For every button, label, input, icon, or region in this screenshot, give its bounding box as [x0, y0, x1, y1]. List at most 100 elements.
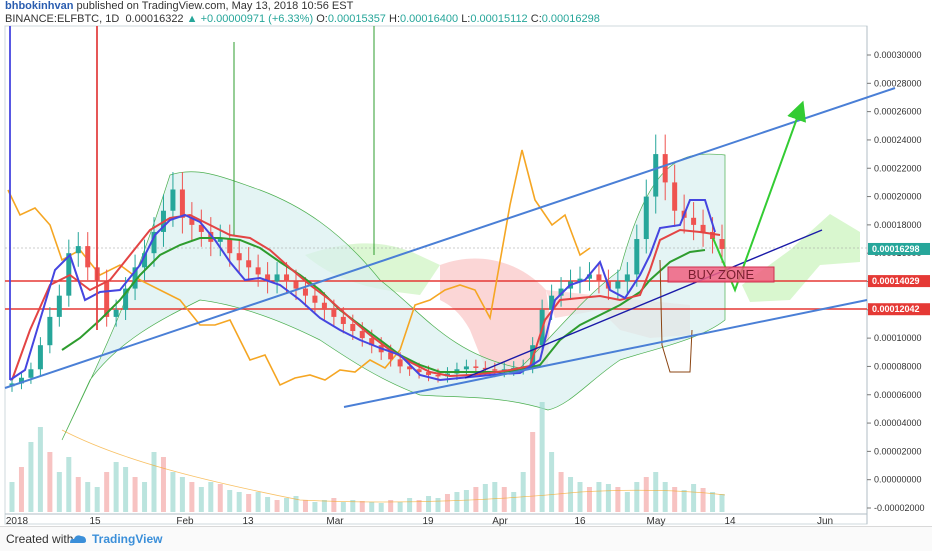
tradingview-brand[interactable]: TradingView: [92, 532, 163, 546]
candle-body: [710, 231, 716, 240]
candle-body: [56, 295, 62, 317]
candle-body: [492, 369, 498, 371]
volume-bar: [236, 492, 242, 512]
ma-blue: [9, 199, 716, 382]
candle-body: [208, 231, 214, 242]
candle-body: [558, 288, 564, 296]
volume-bar: [719, 494, 725, 512]
y-tick-label: 0.00018000: [874, 220, 922, 230]
up-triangle-icon: ▲: [186, 13, 198, 25]
y-tick-label: 0.00000000: [874, 475, 922, 485]
volume-bar: [350, 500, 356, 512]
price-badge-label: 0.00016298: [872, 244, 920, 254]
candle-body: [653, 154, 659, 197]
volume-bar: [662, 482, 668, 512]
volume-bar: [700, 488, 706, 512]
candle-body: [340, 316, 346, 324]
volume-bar: [549, 452, 555, 512]
volume-bar: [9, 482, 15, 512]
candle-body: [113, 309, 119, 317]
candle-body: [170, 189, 176, 211]
candle-body: [331, 309, 337, 317]
volume-bar: [104, 472, 110, 512]
volume-bar: [369, 502, 375, 512]
candle-body: [321, 302, 327, 310]
low-label: L:: [461, 13, 471, 25]
volume-bar: [463, 490, 469, 512]
candle-body: [18, 377, 24, 384]
oscillator-line: [7, 149, 591, 387]
x-tick-label: Jun: [817, 516, 833, 526]
volume-bar: [66, 457, 72, 512]
candle-body: [284, 274, 290, 282]
volume-bar: [624, 492, 630, 512]
volume-bar: [302, 500, 308, 512]
created-with-text: Created with: [6, 532, 74, 546]
volume-bar: [179, 477, 185, 512]
volume-bar: [170, 472, 176, 512]
candle-body: [198, 224, 204, 232]
y-tick-label: 0.00006000: [874, 390, 922, 400]
volume-bar: [75, 477, 81, 512]
volume-bar: [397, 502, 403, 512]
x-tick-label: 19: [422, 516, 434, 526]
candle-body: [104, 281, 110, 317]
candle-body: [463, 366, 469, 370]
y-tick-label: 0.00030000: [874, 50, 922, 60]
x-tick-label: May: [647, 516, 666, 526]
x-tick-label: 14: [724, 516, 736, 526]
price-badge-bg: [868, 275, 930, 288]
candle-body: [691, 217, 697, 225]
candle-body: [85, 246, 91, 268]
candle-body: [416, 369, 422, 373]
candle-body: [350, 323, 356, 332]
volume-bar: [132, 477, 138, 512]
high-label: H:: [389, 13, 400, 25]
x-axis-labels: 2018 15 Feb 13 Mar 19 Apr 16 May 14 Jun: [6, 516, 833, 526]
candle-body: [435, 374, 441, 377]
volume-bar: [511, 492, 517, 512]
candle-body: [123, 288, 129, 310]
volume-bar: [227, 490, 233, 512]
low-value: 0.00015112: [470, 13, 528, 25]
candle-body: [75, 246, 81, 254]
candle-body: [615, 281, 621, 289]
volume-bar: [56, 472, 62, 512]
buy-zone-label: BUY ZONE: [688, 267, 755, 282]
volume-bar: [681, 490, 687, 512]
x-tick-label: Feb: [176, 516, 194, 526]
volume-bar: [653, 472, 659, 512]
candle-body: [236, 253, 242, 261]
volume-bar: [321, 500, 327, 512]
candle-body: [217, 239, 223, 242]
y-tick-label: 0.00024000: [874, 135, 922, 145]
candle-body: [586, 274, 592, 279]
candle-body: [179, 189, 185, 218]
volume-bar: [577, 482, 583, 512]
volume-bar: [274, 500, 280, 512]
volume-ma-line: [61, 429, 726, 503]
buy-zone-box: [667, 266, 775, 283]
volume-bar: [634, 482, 640, 512]
volume-bar: [142, 482, 148, 512]
volume-bar: [520, 472, 526, 512]
candle-body: [700, 224, 706, 232]
volume-bar: [123, 467, 129, 512]
volume-bar: [359, 501, 365, 512]
volume-bar: [558, 472, 564, 512]
candle-body: [662, 154, 668, 183]
support-trendline: [464, 229, 823, 379]
x-tick-label: Apr: [492, 516, 508, 526]
candle-body: [577, 278, 583, 282]
volume-bar: [482, 484, 488, 512]
volume-bar: [444, 494, 450, 512]
volume-bar: [454, 492, 460, 512]
candle-body: [473, 366, 479, 368]
candle-body: [255, 267, 261, 275]
volume-bar: [416, 500, 422, 512]
author-name[interactable]: bhbokinhvan: [5, 0, 74, 12]
volume-bar: [47, 452, 53, 512]
volume-bar: [710, 492, 716, 512]
price-chart[interactable]: BUY ZONE 0.00030000 0.00028000 0.00026000 0…: [0, 0, 932, 526]
candle-body: [643, 196, 649, 240]
